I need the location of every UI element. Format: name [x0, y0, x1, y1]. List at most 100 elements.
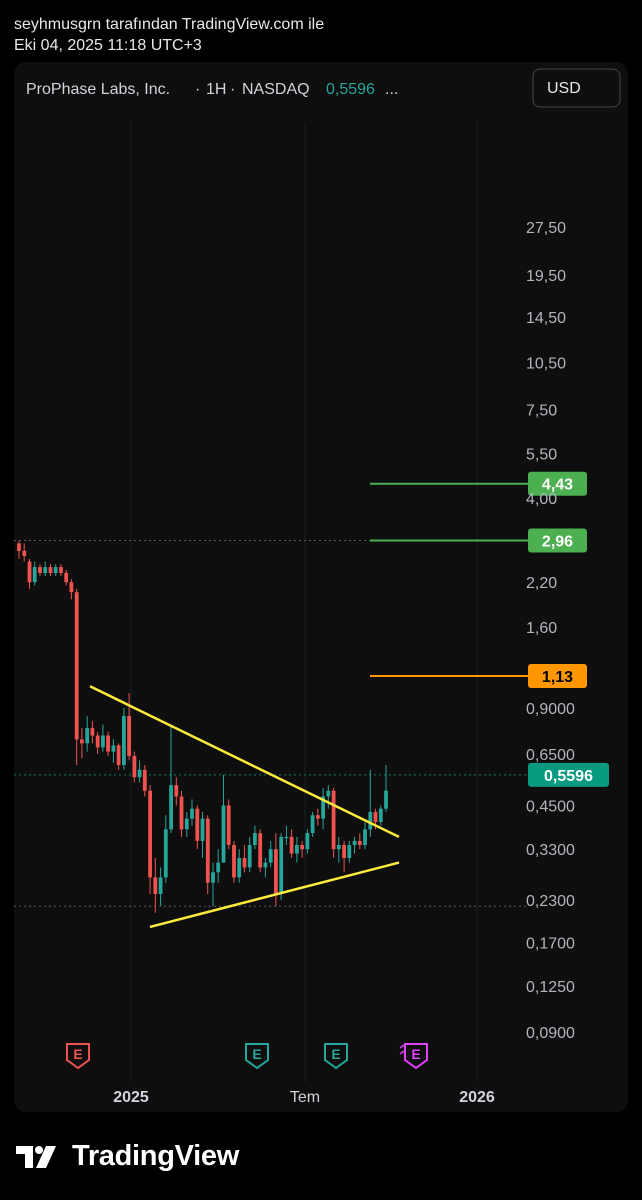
last-price-badge[interactable]	[528, 762, 609, 787]
price-axis-label: 27,50	[526, 220, 566, 237]
candle-body	[384, 790, 388, 809]
candle-body	[232, 845, 236, 878]
candle-body	[137, 769, 142, 778]
candle-body	[59, 567, 63, 573]
candle-body	[221, 805, 226, 863]
time-axis[interactable]: 2025 Tem 2026	[113, 1089, 495, 1106]
symbol-name[interactable]: ProPhase Labs, Inc.	[26, 81, 170, 98]
earnings-marker-icon	[404, 1043, 428, 1070]
candles-layer	[17, 541, 388, 913]
price-axis-label: 0,3300	[526, 842, 575, 859]
currency-button[interactable]: USD	[532, 68, 621, 108]
target-level-badge[interactable]	[528, 528, 587, 553]
candle-body	[111, 745, 116, 752]
trendline-upper[interactable]	[89, 685, 400, 839]
price-axis-label: 14,50	[526, 310, 566, 327]
candle-body	[368, 811, 373, 830]
trendlines-layer[interactable]	[89, 685, 400, 929]
currency-label: USD	[547, 80, 581, 97]
candle-body	[179, 796, 184, 830]
candle-body	[200, 818, 205, 841]
time-axis-label: 2025	[113, 1089, 149, 1106]
candle-body	[190, 808, 194, 819]
candle-body	[258, 833, 263, 868]
candle-body	[158, 877, 163, 894]
candle-body	[90, 728, 95, 736]
candle-body	[274, 849, 278, 894]
candle-body	[80, 739, 84, 744]
candle-body	[336, 845, 341, 850]
target-level-badge-label: 2,96	[542, 534, 573, 551]
candle-body	[127, 716, 131, 756]
candle-body	[142, 769, 147, 791]
candle-body	[106, 735, 110, 752]
target-level-badge[interactable]	[528, 471, 587, 496]
interval-label[interactable]: 1H	[206, 81, 226, 98]
interval-sep-2: ·	[230, 81, 235, 98]
price-axis-label: 0,0900	[526, 1025, 575, 1042]
candle-body	[289, 836, 294, 854]
price-axis-label: 5,50	[526, 446, 557, 463]
earnings-marker[interactable]: E	[399, 1043, 428, 1070]
candle-body	[32, 567, 37, 583]
byline-author: seyhmusgrn tarafından TradingView.com il…	[14, 16, 325, 33]
header-price: 0,5596	[326, 81, 375, 98]
candle-body	[326, 790, 331, 797]
candle-body	[95, 735, 100, 748]
price-axis[interactable]: 27,50 19,50 14,50 10,50 7,50 5,50 4,00 2,20 1,60…	[526, 220, 575, 1042]
candle-body	[174, 785, 179, 797]
candle-body	[153, 877, 158, 894]
candle-body	[373, 811, 378, 823]
price-chart[interactable]: 4,43 2,96 1,13 0,5596 27,50 19,50 14,50 10,50 7…	[14, 62, 628, 1112]
price-axis-label: 2,20	[526, 575, 557, 592]
price-axis-label: 1,60	[526, 620, 557, 637]
candle-body	[242, 858, 247, 868]
byline-timestamp: Eki 04, 2025 11:18 UTC+3	[14, 37, 202, 54]
trendline-lower[interactable]	[149, 861, 400, 929]
vertical-grid	[130, 122, 478, 1082]
tradingview-footer: TradingView	[16, 1140, 239, 1173]
candle-body	[247, 845, 252, 868]
candle-body	[357, 840, 362, 845]
candle-body	[226, 805, 231, 845]
candle-body	[48, 567, 53, 573]
candle-body	[284, 836, 289, 839]
earnings-marker[interactable]: E	[66, 1043, 90, 1070]
price-axis-label: 0,1700	[526, 936, 575, 953]
candle-body	[132, 756, 137, 778]
chart-panel[interactable]: 4,43 2,96 1,13 0,5596 27,50 19,50 14,50 10,50 7…	[14, 62, 628, 1112]
exchange-label: NASDAQ	[242, 81, 310, 98]
earnings-marker[interactable]: E	[245, 1043, 269, 1070]
candle-body	[237, 858, 242, 878]
candle-body	[101, 735, 105, 748]
candle-body	[38, 567, 42, 573]
candle-body	[279, 836, 284, 894]
candle-body	[205, 818, 210, 883]
tradingview-wordmark: TradingView	[72, 1140, 239, 1172]
candle-body	[305, 833, 310, 850]
candle-body	[363, 829, 367, 845]
earnings-marker-label: E	[252, 1046, 261, 1062]
candle-body	[310, 815, 315, 833]
candle-body	[27, 561, 32, 583]
time-axis-label: 2026	[459, 1089, 495, 1106]
candle-body	[163, 829, 168, 878]
candle-body	[253, 833, 257, 845]
tradingview-logo-icon	[16, 1145, 56, 1168]
earnings-marker-icon	[245, 1043, 269, 1070]
candle-body	[331, 790, 336, 850]
candle-body	[17, 543, 21, 551]
candle-body	[64, 572, 69, 583]
earnings-marker-label: E	[73, 1046, 82, 1062]
share-byline: seyhmusgrn tarafından TradingView.com il…	[14, 14, 324, 56]
candle-body	[69, 582, 74, 593]
candle-body	[216, 862, 221, 873]
candle-body	[74, 592, 79, 740]
earnings-marker[interactable]: E	[324, 1043, 348, 1070]
candle-body	[342, 845, 346, 858]
target-level-badge[interactable]	[528, 664, 587, 688]
candle-body	[116, 745, 121, 766]
price-axis-label: 4,00	[526, 491, 557, 508]
header-ellipsis: ...	[385, 81, 398, 98]
